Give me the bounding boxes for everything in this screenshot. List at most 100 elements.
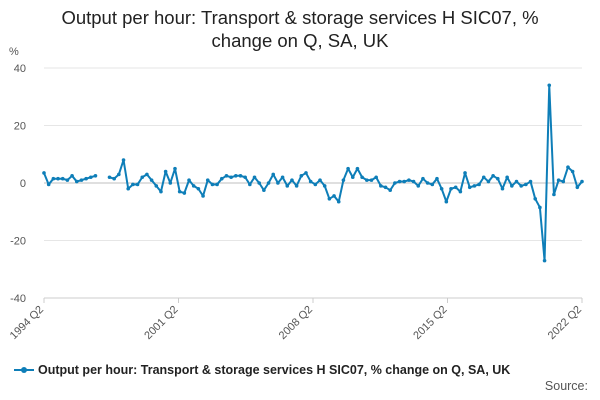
data-point[interactable] — [154, 184, 159, 188]
data-point[interactable] — [495, 176, 500, 181]
data-point[interactable] — [210, 182, 215, 187]
data-point[interactable] — [580, 179, 584, 184]
data-point[interactable] — [187, 178, 191, 182]
data-point[interactable] — [84, 176, 88, 181]
data-point[interactable] — [453, 185, 458, 190]
data-point[interactable] — [350, 175, 355, 180]
data-point[interactable] — [88, 175, 93, 180]
data-point[interactable] — [56, 176, 60, 181]
data-point[interactable] — [135, 182, 140, 187]
data-point[interactable] — [322, 184, 327, 188]
data-point[interactable] — [107, 175, 112, 180]
data-point[interactable] — [79, 178, 84, 182]
data-point[interactable] — [304, 171, 308, 175]
data-point[interactable] — [570, 169, 575, 174]
data-point[interactable] — [369, 178, 374, 182]
data-point[interactable] — [191, 184, 196, 188]
data-point[interactable] — [70, 174, 74, 178]
data-point[interactable] — [402, 179, 407, 184]
data-point[interactable] — [397, 179, 402, 184]
data-point[interactable] — [486, 179, 491, 184]
data-point[interactable] — [280, 175, 285, 180]
data-point[interactable] — [65, 178, 70, 182]
data-point[interactable] — [519, 184, 523, 188]
data-point[interactable] — [327, 197, 332, 201]
data-point[interactable] — [528, 179, 533, 184]
data-point[interactable] — [252, 175, 257, 180]
data-point[interactable] — [46, 182, 51, 187]
data-point[interactable] — [393, 181, 397, 185]
data-point[interactable] — [205, 178, 210, 182]
data-point[interactable] — [336, 199, 341, 204]
data-point[interactable] — [112, 176, 116, 181]
data-point[interactable] — [290, 178, 294, 182]
data-point[interactable] — [285, 184, 290, 188]
data-point[interactable] — [173, 166, 177, 171]
data-point[interactable] — [308, 179, 313, 184]
data-point[interactable] — [449, 186, 453, 191]
data-point[interactable] — [463, 171, 467, 175]
data-point[interactable] — [444, 199, 449, 204]
data-point[interactable] — [383, 185, 388, 190]
legend[interactable]: Output per hour: Transport & storage ser… — [14, 363, 510, 377]
data-point[interactable] — [332, 194, 336, 198]
data-point[interactable] — [481, 175, 486, 180]
data-point[interactable] — [266, 181, 271, 185]
data-point[interactable] — [229, 175, 233, 180]
data-point[interactable] — [514, 179, 519, 184]
data-point[interactable] — [168, 181, 173, 185]
data-point[interactable] — [149, 178, 154, 182]
data-point[interactable] — [421, 176, 425, 181]
data-point[interactable] — [182, 191, 187, 195]
data-point[interactable] — [407, 178, 411, 182]
data-point[interactable] — [262, 188, 266, 192]
data-point[interactable] — [556, 178, 561, 182]
data-point[interactable] — [224, 174, 229, 178]
data-point[interactable] — [411, 179, 416, 184]
data-point[interactable] — [159, 189, 163, 194]
data-point[interactable] — [533, 197, 538, 201]
data-point[interactable] — [552, 192, 556, 197]
data-point[interactable] — [93, 174, 98, 178]
data-point[interactable] — [177, 189, 182, 194]
data-point[interactable] — [318, 178, 322, 182]
data-point[interactable] — [234, 174, 238, 178]
data-point[interactable] — [294, 184, 299, 188]
data-point[interactable] — [51, 176, 56, 181]
data-point[interactable] — [299, 174, 304, 178]
data-point[interactable] — [500, 186, 505, 191]
data-point[interactable] — [201, 194, 205, 198]
data-point[interactable] — [117, 172, 121, 177]
data-point[interactable] — [341, 178, 346, 182]
data-point[interactable] — [360, 175, 364, 180]
data-point[interactable] — [430, 182, 435, 187]
data-point[interactable] — [313, 182, 318, 187]
data-point[interactable] — [121, 158, 126, 162]
data-point[interactable] — [74, 179, 79, 184]
data-point[interactable] — [126, 186, 131, 191]
data-point[interactable] — [566, 165, 570, 169]
data-point[interactable] — [219, 176, 224, 181]
data-point[interactable] — [163, 169, 168, 174]
data-point[interactable] — [257, 181, 262, 185]
data-point[interactable] — [140, 175, 145, 180]
data-point[interactable] — [547, 83, 552, 88]
data-point[interactable] — [238, 174, 243, 178]
data-point[interactable] — [215, 182, 219, 187]
data-point[interactable] — [196, 186, 201, 191]
data-point[interactable] — [538, 205, 542, 210]
data-point[interactable] — [346, 166, 350, 171]
data-point[interactable] — [458, 189, 463, 194]
data-point[interactable] — [388, 188, 392, 192]
data-point[interactable] — [435, 176, 439, 181]
data-point[interactable] — [145, 172, 149, 177]
data-point[interactable] — [131, 182, 135, 187]
data-point[interactable] — [355, 166, 360, 171]
data-point[interactable] — [561, 179, 566, 184]
data-point[interactable] — [248, 182, 252, 187]
data-point[interactable] — [467, 185, 472, 190]
data-point[interactable] — [477, 182, 481, 187]
data-point[interactable] — [60, 176, 65, 181]
data-point[interactable] — [276, 181, 280, 185]
data-point[interactable] — [271, 172, 276, 177]
